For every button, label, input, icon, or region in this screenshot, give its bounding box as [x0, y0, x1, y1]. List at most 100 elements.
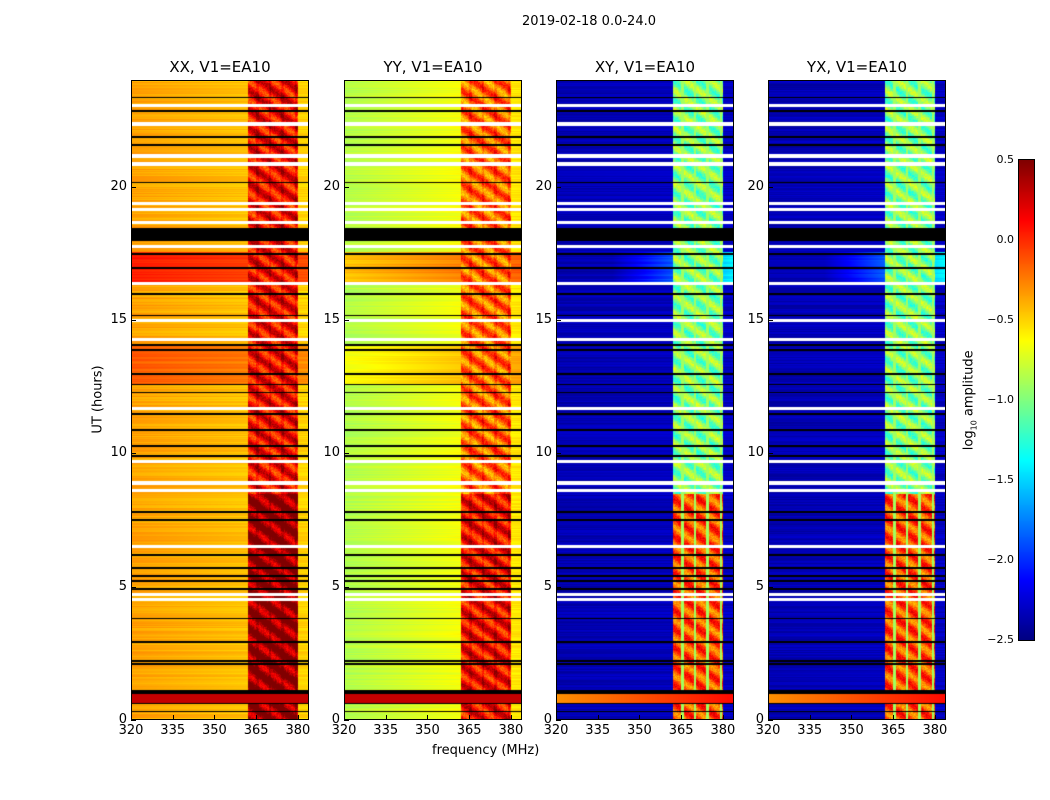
y-tick-label: 5 [331, 578, 340, 594]
y-axis-label: UT (hours) [90, 365, 106, 434]
y-tick-label: 0 [755, 712, 764, 727]
colorbar-label-main: log [961, 430, 977, 451]
x-tick-label: 380 [710, 723, 736, 738]
y-tick-label: 5 [755, 578, 764, 594]
x-tick-label: 335 [160, 723, 186, 738]
y-tick-label: 15 [747, 312, 764, 327]
heatmap-panel-3 [768, 80, 946, 720]
x-tick-mark [556, 715, 557, 720]
x-tick-label: 335 [797, 723, 823, 738]
y-tick-mark [131, 320, 136, 321]
figure-title: 2019-02-18 0.0-24.0 [522, 14, 656, 29]
y-tick-mark [556, 586, 561, 588]
y-tick-label: 0 [543, 712, 552, 727]
x-tick-label: 350 [627, 723, 652, 738]
x-tick-label: 380 [922, 723, 948, 738]
x-tick-label: 365 [243, 723, 269, 738]
y-tick-mark [768, 586, 773, 588]
y-tick-label: 15 [110, 312, 127, 327]
y-tick-mark [344, 453, 349, 455]
y-tick-label: 10 [535, 445, 552, 461]
y-tick-mark [556, 720, 561, 721]
y-tick-label: 5 [118, 578, 127, 594]
heatmap-image [557, 81, 733, 719]
heatmap-panel-2 [556, 80, 734, 720]
y-tick-mark [344, 720, 349, 721]
panel-title: YY, V1=EA10 [383, 58, 483, 76]
y-tick-mark [768, 186, 773, 188]
x-tick-mark [131, 715, 132, 720]
y-tick-label: 10 [747, 445, 764, 461]
y-tick-label: 15 [535, 312, 552, 327]
x-tick-mark [893, 715, 895, 720]
x-tick-label: 335 [585, 723, 611, 738]
x-tick-mark [385, 715, 387, 720]
x-tick-label: 320 [331, 723, 357, 738]
x-tick-label: 365 [880, 723, 906, 738]
x-tick-mark [510, 715, 512, 720]
panel-title: XY, V1=EA10 [594, 58, 696, 76]
x-tick-mark [172, 715, 174, 720]
y-tick-mark [131, 453, 136, 455]
y-tick-label: 10 [110, 445, 127, 461]
y-tick-label: 5 [543, 578, 552, 594]
x-tick-mark [297, 715, 299, 720]
x-tick-label: 380 [285, 723, 311, 738]
heatmap-image [769, 81, 945, 719]
x-tick-mark [214, 715, 216, 720]
heatmap-panel-1 [344, 80, 522, 720]
y-tick-label: 20 [747, 178, 764, 194]
y-tick-mark [344, 186, 349, 188]
x-tick-mark [934, 715, 936, 720]
y-tick-label: 20 [110, 178, 127, 194]
colorbar [1018, 159, 1035, 641]
x-tick-mark [427, 715, 429, 720]
colorbar-label-sub: 10 [969, 420, 979, 431]
y-tick-label: 15 [323, 312, 340, 327]
colorbar-tick-label: −2.5 [987, 633, 1014, 646]
x-tick-mark [639, 715, 641, 720]
y-tick-mark [131, 720, 136, 721]
y-tick-mark [556, 320, 561, 321]
x-tick-mark [681, 715, 683, 720]
x-tick-label: 350 [202, 723, 227, 738]
x-tick-label: 335 [373, 723, 399, 738]
x-tick-label: 320 [543, 723, 569, 738]
y-tick-mark [131, 186, 136, 188]
y-tick-mark [556, 186, 561, 188]
x-tick-label: 320 [755, 723, 781, 738]
y-tick-mark [768, 720, 773, 721]
x-tick-label: 365 [456, 723, 482, 738]
heatmap-panel-0 [131, 80, 309, 720]
y-tick-mark [768, 320, 773, 321]
y-tick-label: 10 [323, 445, 340, 461]
y-tick-mark [131, 586, 136, 588]
x-tick-mark [469, 715, 471, 720]
colorbar-label-rest: amplitude [961, 350, 977, 421]
colorbar-tick-label: −1.0 [987, 393, 1014, 406]
x-tick-label: 320 [118, 723, 144, 738]
x-tick-label: 380 [498, 723, 524, 738]
y-tick-label: 0 [118, 712, 127, 727]
colorbar-tick-label: 0.5 [996, 153, 1015, 166]
y-tick-mark [344, 586, 349, 588]
colorbar-tick-label: 0.0 [996, 233, 1015, 246]
colorbar-tick-label: −2.0 [987, 553, 1014, 566]
x-tick-mark [851, 715, 853, 720]
x-tick-mark [344, 715, 345, 720]
colorbar-tick-label: −0.5 [987, 313, 1014, 326]
x-tick-mark [597, 715, 599, 720]
x-tick-mark [722, 715, 724, 720]
y-tick-label: 0 [331, 712, 340, 727]
x-tick-mark [768, 715, 769, 720]
x-tick-mark [256, 715, 258, 720]
y-tick-label: 20 [323, 178, 340, 194]
x-tick-label: 365 [668, 723, 694, 738]
y-tick-mark [768, 453, 773, 455]
y-tick-mark [556, 453, 561, 455]
x-tick-label: 350 [415, 723, 440, 738]
x-tick-mark [809, 715, 811, 720]
y-tick-mark [344, 320, 349, 321]
y-tick-label: 20 [535, 178, 552, 194]
